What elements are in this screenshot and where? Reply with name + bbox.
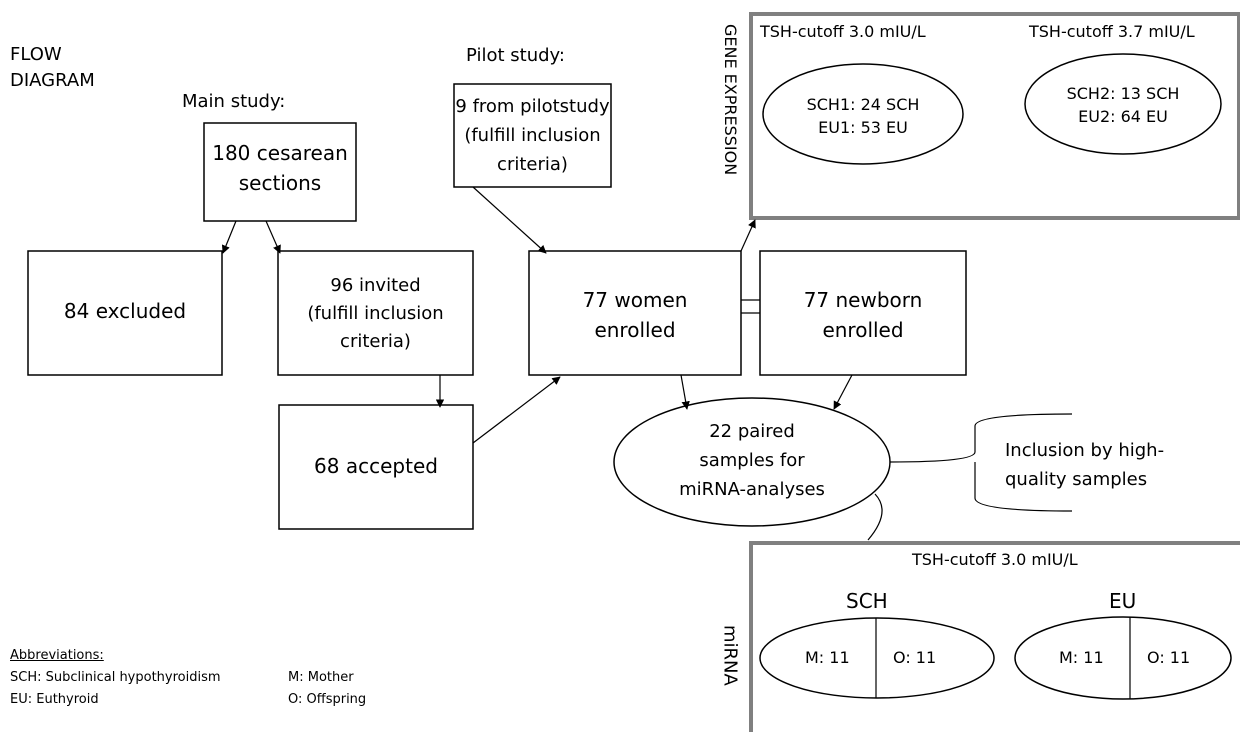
mirna-eu-title: EU bbox=[1109, 589, 1137, 613]
arrow-newborn-to-samples bbox=[833, 374, 853, 410]
arrow-cesarean-to-excluded bbox=[221, 220, 237, 254]
mirna-sch-mother: M: 11 bbox=[805, 648, 850, 667]
mirna-sch-ellipse bbox=[759, 617, 995, 699]
mirna-sch-offspring: O: 11 bbox=[893, 648, 937, 667]
inclusion-brace-visible bbox=[889, 413, 1073, 512]
ge-cutoff-a: TSH-cutoff 3.0 mIU/L bbox=[760, 22, 926, 41]
newborn-box bbox=[759, 250, 967, 376]
pilot-text: 9 from pilotstudy (fulfill inclusion crite… bbox=[455, 96, 610, 175]
arrow-accepted-to-women bbox=[472, 376, 561, 444]
abbrev-mother: M: Mother bbox=[288, 670, 354, 685]
cesarean-text: 180 cesarean sections bbox=[212, 141, 348, 195]
mirna-samples-text: 22 paired samples for miRNA-analyses bbox=[679, 421, 825, 500]
arrow-pilot-to-women bbox=[472, 186, 547, 254]
women-text: 77 women enrolled bbox=[582, 288, 688, 342]
flow-title-line1: FLOW bbox=[10, 44, 62, 65]
arrow-cesarean-to-invited bbox=[265, 220, 281, 254]
abbreviations-title: Abbreviations: bbox=[10, 648, 104, 663]
excluded-box bbox=[27, 250, 223, 376]
gene-expression-panel bbox=[749, 12, 1240, 220]
mirna-eu-ellipse bbox=[1014, 616, 1232, 700]
abbrev-sch: SCH: Subclinical hypothyroidism bbox=[10, 670, 221, 685]
ge-group-a-text: SCH1: 24 SCH EU1: 53 EU bbox=[806, 95, 920, 137]
arrow-women-to-gene-expression bbox=[740, 219, 756, 252]
invited-text: 96 invited (fulfill inclusion criteria) bbox=[307, 275, 444, 352]
accepted-text: 68 accepted bbox=[314, 454, 438, 478]
accepted-box bbox=[278, 404, 474, 530]
ge-group-a-ellipse bbox=[762, 63, 964, 165]
mirna-sch-title: SCH bbox=[846, 589, 888, 613]
mirna-eu-offspring: O: 11 bbox=[1147, 648, 1191, 667]
newborn-text: 77 newborn enrolled bbox=[803, 288, 923, 342]
mirna-label: miRNA bbox=[719, 625, 741, 686]
pilot-box bbox=[453, 83, 612, 188]
arrow-women-to-samples bbox=[680, 374, 690, 410]
ge-group-b-text: SCH2: 13 SCH EU2: 64 EU bbox=[1066, 84, 1180, 126]
invited-box bbox=[277, 250, 474, 376]
cesarean-box bbox=[203, 122, 357, 222]
inclusion-note: Inclusion by high-quality samples bbox=[1005, 440, 1165, 490]
mirna-eu-mother: M: 11 bbox=[1059, 648, 1104, 667]
flow-title-line2: DIAGRAM bbox=[10, 70, 95, 91]
mirna-connector-curve bbox=[867, 493, 883, 541]
abbrev-eu: EU: Euthyroid bbox=[10, 692, 99, 707]
pilot-study-label: Pilot study: bbox=[466, 45, 565, 66]
mirna-panel bbox=[749, 541, 1240, 732]
abbrev-offspring: O: Offspring bbox=[288, 692, 367, 707]
ge-cutoff-b: TSH-cutoff 3.7 mIU/L bbox=[1029, 22, 1195, 41]
mirna-cutoff: TSH-cutoff 3.0 mIU/L bbox=[912, 550, 1078, 569]
excluded-text: 84 excluded bbox=[63, 299, 187, 323]
gene-expression-label: GENE EXPRESSION bbox=[721, 24, 741, 176]
main-study-label: Main study: bbox=[182, 91, 286, 112]
ge-group-b-ellipse bbox=[1024, 53, 1222, 155]
